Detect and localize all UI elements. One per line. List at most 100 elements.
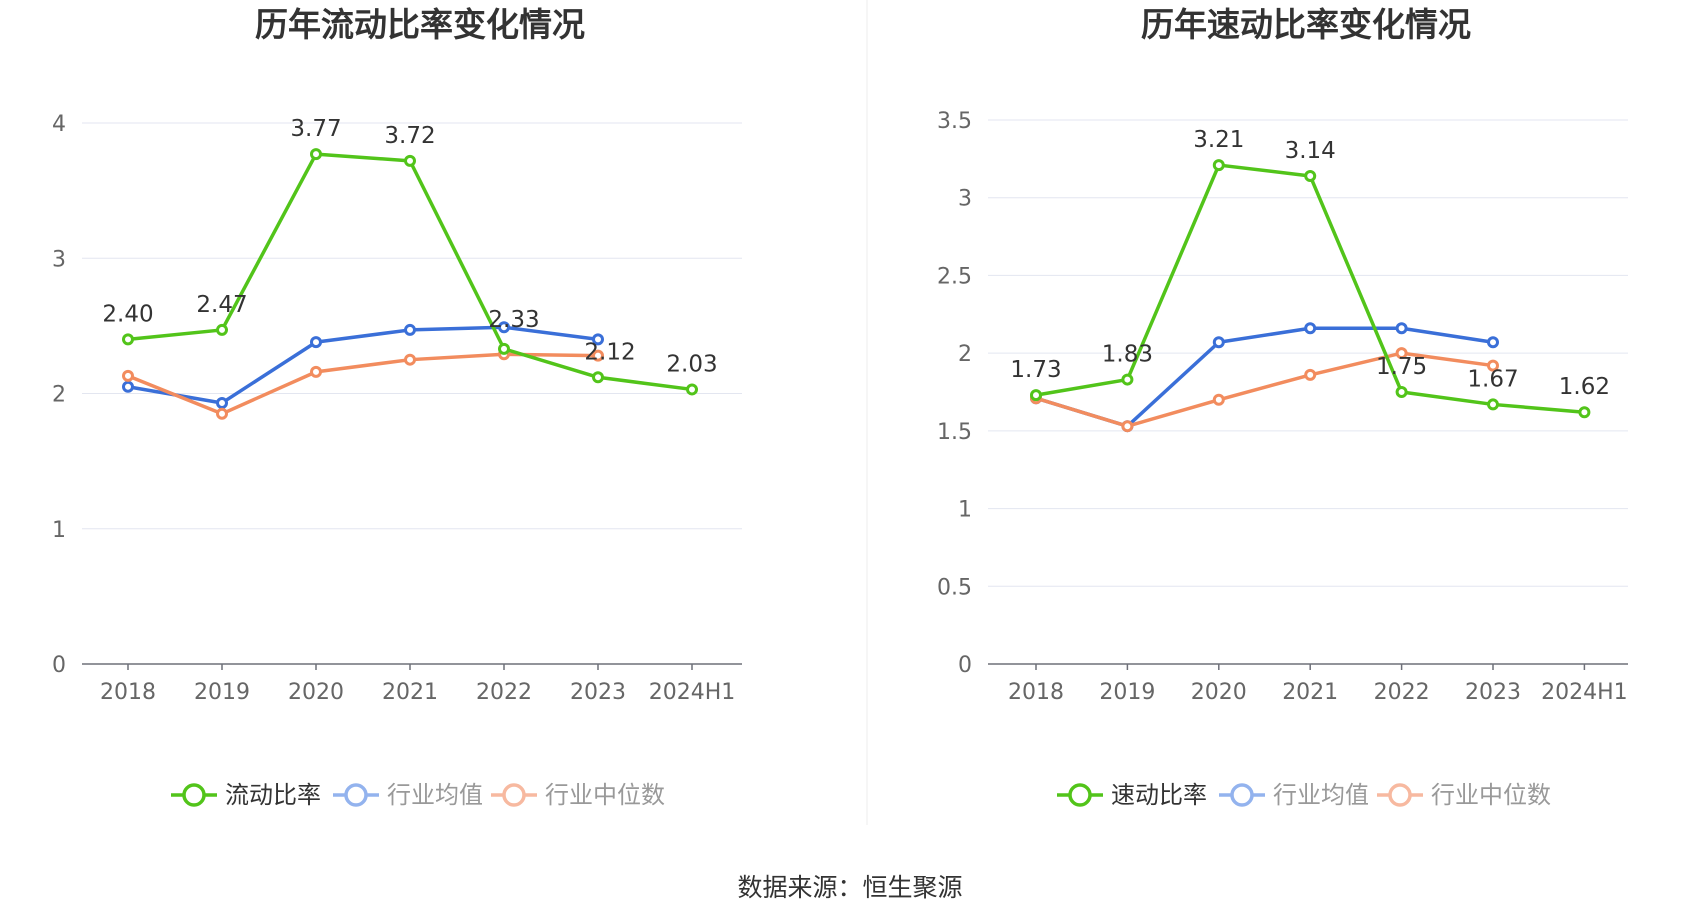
x-tick-label: 2021 bbox=[1282, 680, 1338, 705]
data-point[interactable] bbox=[216, 396, 228, 409]
data-point[interactable] bbox=[310, 148, 322, 161]
data-point[interactable] bbox=[1212, 336, 1225, 349]
data-point[interactable] bbox=[1212, 159, 1225, 172]
x-tick-label: 2018 bbox=[100, 680, 156, 705]
legend-item[interactable]: 行业中位数 bbox=[491, 781, 665, 809]
data-point[interactable] bbox=[216, 323, 228, 336]
legend-label: 速动比率 bbox=[1111, 781, 1207, 809]
data-point[interactable] bbox=[122, 380, 134, 393]
data-point[interactable] bbox=[498, 321, 510, 334]
data-point[interactable] bbox=[122, 369, 134, 382]
legend-marker bbox=[1388, 783, 1412, 807]
data-label: 1.73 bbox=[1010, 357, 1061, 383]
legend-item[interactable]: 行业均值 bbox=[333, 781, 483, 809]
x-tick-label: 2019 bbox=[194, 680, 250, 705]
x-tick-label: 2022 bbox=[476, 680, 532, 705]
data-label: 2.47 bbox=[196, 292, 247, 318]
data-label: 2.12 bbox=[584, 339, 635, 365]
y-tick-label: 3 bbox=[958, 187, 972, 212]
series-行业中位数 bbox=[1030, 347, 1499, 433]
legend-label: 行业中位数 bbox=[545, 781, 665, 809]
data-point[interactable] bbox=[1395, 347, 1408, 360]
y-tick-label: 2 bbox=[958, 342, 972, 367]
data-point[interactable] bbox=[310, 336, 322, 349]
y-tick-label: 1 bbox=[958, 498, 972, 523]
data-point[interactable] bbox=[310, 365, 322, 378]
y-tick-label: 0 bbox=[52, 653, 66, 678]
series-line bbox=[1035, 351, 1494, 428]
data-point[interactable] bbox=[122, 333, 134, 346]
data-point[interactable] bbox=[1030, 389, 1042, 402]
data-label: 3.72 bbox=[384, 123, 435, 149]
y-tick-label: 3 bbox=[52, 247, 66, 272]
data-label: 1.75 bbox=[1376, 354, 1427, 380]
data-point[interactable] bbox=[1395, 322, 1408, 335]
data-point[interactable] bbox=[498, 342, 510, 355]
chart-2: 历年速动比率变化情况 0 0.5 1 1.5 2 2.5 3 3.5 2018 2019 2020 20… bbox=[937, 5, 1628, 809]
data-point[interactable] bbox=[216, 407, 228, 420]
legend-marker bbox=[502, 783, 526, 807]
data-point[interactable] bbox=[404, 353, 416, 366]
legend-label: 行业均值 bbox=[387, 781, 483, 809]
x-tick-label: 2023 bbox=[1465, 680, 1521, 705]
data-point[interactable] bbox=[404, 323, 416, 336]
data-point[interactable] bbox=[1121, 373, 1134, 386]
y-tick-label: 1.5 bbox=[937, 420, 972, 445]
legend-label: 行业均值 bbox=[1273, 781, 1369, 809]
x-tick-label: 2022 bbox=[1374, 680, 1430, 705]
series-line bbox=[127, 325, 599, 405]
legend-item[interactable]: 行业中位数 bbox=[1377, 781, 1551, 809]
x-tick-label: 2024H1 bbox=[1541, 680, 1628, 705]
legend-marker bbox=[1230, 783, 1254, 807]
data-point[interactable] bbox=[1487, 398, 1499, 411]
x-tick-label: 2018 bbox=[1008, 680, 1064, 705]
legend-item[interactable]: 流动比率 bbox=[171, 781, 321, 809]
data-point[interactable] bbox=[1395, 386, 1408, 398]
data-point[interactable] bbox=[1304, 368, 1317, 381]
legend-item[interactable]: 行业均值 bbox=[1219, 781, 1369, 809]
chart-title: 历年速动比率变化情况 bbox=[1141, 5, 1471, 44]
data-point[interactable] bbox=[1212, 393, 1225, 406]
chart-title: 历年流动比率变化情况 bbox=[255, 5, 585, 44]
data-point[interactable] bbox=[1487, 359, 1499, 372]
legend-label: 行业中位数 bbox=[1431, 781, 1551, 809]
data-label: 1.83 bbox=[1102, 342, 1153, 368]
y-tick-label: 2 bbox=[52, 383, 66, 408]
y-tick-label: 0 bbox=[958, 653, 972, 678]
data-label: 2.03 bbox=[666, 351, 717, 377]
data-point[interactable] bbox=[404, 154, 416, 167]
legend-marker bbox=[344, 783, 368, 807]
series-流动比率: 2.40 2.47 3.77 3.72 2.33 2.12 2.03 bbox=[102, 116, 718, 396]
y-tick-label: 4 bbox=[52, 112, 66, 137]
x-tick-label: 2021 bbox=[382, 680, 438, 705]
legend-marker bbox=[1068, 783, 1092, 807]
x-tick-label: 2023 bbox=[570, 680, 626, 705]
data-label: 3.14 bbox=[1285, 138, 1336, 164]
data-point[interactable] bbox=[1304, 322, 1317, 335]
series-行业中位数 bbox=[122, 348, 604, 420]
series-行业均值 bbox=[1030, 322, 1499, 433]
data-point[interactable] bbox=[592, 371, 604, 384]
data-point[interactable] bbox=[1487, 336, 1499, 349]
legend-item[interactable]: 速动比率 bbox=[1057, 781, 1207, 809]
series-速动比率: 1.73 1.83 3.21 3.14 1.75 1.67 1.62 bbox=[1010, 127, 1610, 419]
data-label: 2.33 bbox=[488, 307, 539, 333]
data-point[interactable] bbox=[592, 349, 604, 362]
x-tick-label: 2024H1 bbox=[649, 680, 736, 705]
data-point[interactable] bbox=[1121, 420, 1134, 433]
data-point[interactable] bbox=[686, 383, 698, 396]
data-label: 1.67 bbox=[1467, 366, 1518, 392]
y-tick-label: 3.5 bbox=[937, 109, 972, 134]
y-tick-label: 2.5 bbox=[937, 264, 972, 289]
series-行业均值 bbox=[122, 321, 604, 409]
x-tick-label: 2020 bbox=[1191, 680, 1247, 705]
data-point[interactable] bbox=[1304, 169, 1317, 182]
series-line bbox=[127, 352, 599, 416]
data-point[interactable] bbox=[1578, 406, 1591, 419]
data-point[interactable] bbox=[592, 333, 604, 346]
x-tick-label: 2020 bbox=[288, 680, 344, 705]
data-source-note: 数据来源：恒生聚源 bbox=[737, 873, 963, 902]
x-tick-label: 2019 bbox=[1099, 680, 1155, 705]
legend-marker bbox=[182, 783, 206, 807]
